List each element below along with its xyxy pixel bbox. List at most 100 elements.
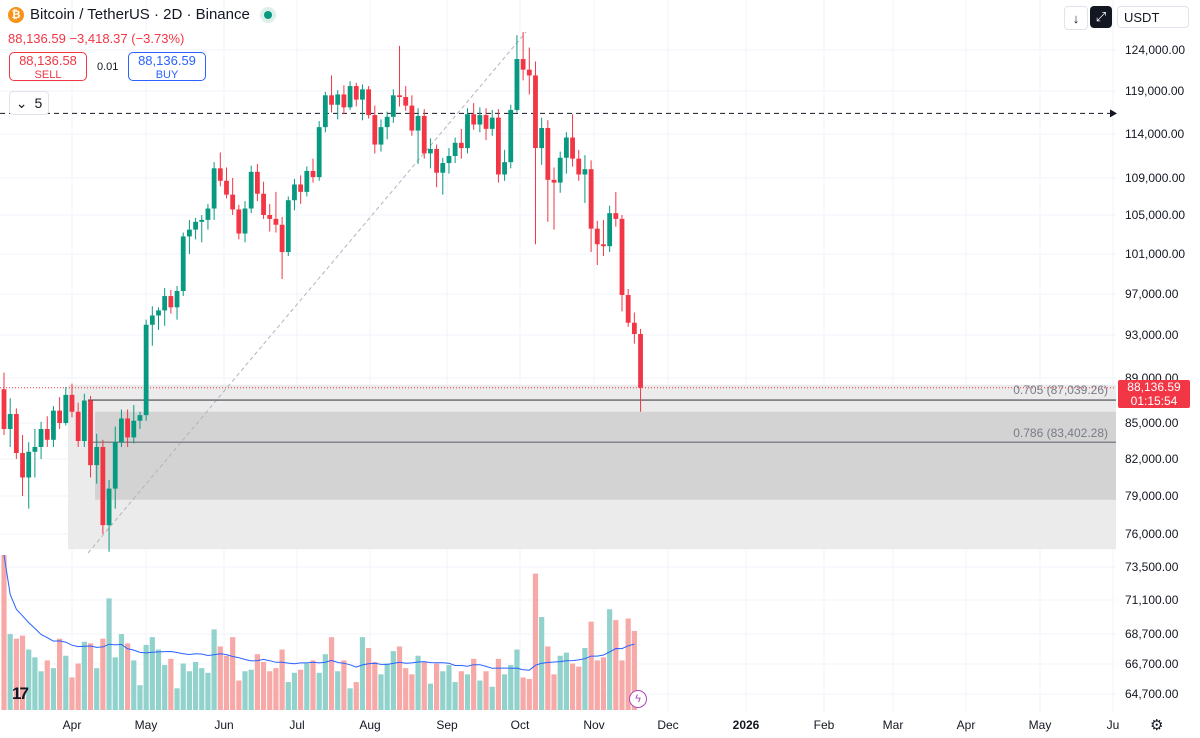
- candle-body: [81, 400, 87, 441]
- candle-body: [100, 447, 106, 526]
- candle: [205, 203, 211, 230]
- candle-body: [341, 94, 347, 108]
- candle: [613, 191, 619, 227]
- candle-body: [477, 115, 483, 125]
- y-tick-label: 68,700.00: [1125, 627, 1179, 641]
- candle-body: [458, 142, 464, 149]
- candle: [242, 201, 248, 243]
- download-button[interactable]: ↓: [1064, 6, 1088, 30]
- candle: [236, 204, 242, 240]
- candle: [156, 307, 161, 330]
- candle-body: [180, 236, 186, 291]
- candle: [187, 219, 192, 254]
- y-axis: 124,000.00 119,000.00 114,000.00 109,000.00…: [1125, 43, 1185, 701]
- candle-body: [489, 117, 495, 129]
- candle-body: [298, 184, 304, 192]
- volume-bar: [192, 661, 199, 710]
- candle: [180, 232, 186, 297]
- volume-bar: [211, 629, 217, 710]
- candle-body: [69, 394, 75, 412]
- candle-body: [483, 115, 489, 129]
- volume-bar: [248, 669, 254, 710]
- volume-bar: [118, 634, 125, 710]
- candle-body: [576, 158, 582, 175]
- candle: [211, 162, 217, 220]
- lightning-icon[interactable]: ϟ: [629, 690, 647, 708]
- candle: [594, 220, 600, 265]
- volume-bar: [38, 671, 44, 710]
- candle-body: [335, 94, 341, 105]
- volume-bar: [44, 660, 50, 710]
- candle: [199, 215, 205, 243]
- candle: [94, 433, 100, 484]
- buy-button[interactable]: 88,136.59 BUY: [128, 52, 206, 81]
- y-tick-label: 76,000.00: [1125, 527, 1179, 541]
- candle: [51, 406, 56, 447]
- candle-body: [446, 156, 452, 164]
- volume-bar: [341, 660, 347, 710]
- currency-select[interactable]: USDT: [1117, 6, 1189, 28]
- candle: [279, 216, 285, 279]
- x-tick-label: Ju: [1107, 718, 1120, 732]
- volume-bar: [366, 648, 372, 710]
- volume-bar: [304, 663, 310, 710]
- x-tick-label: Nov: [583, 718, 604, 732]
- volume-bar: [81, 641, 87, 710]
- candle-body: [242, 208, 248, 234]
- candle: [341, 85, 347, 115]
- gear-icon[interactable]: ⚙: [1150, 717, 1164, 734]
- volume-bar: [409, 674, 415, 710]
- candle: [353, 82, 359, 107]
- sell-button[interactable]: 88,136.58 SELL: [9, 52, 87, 81]
- volume-bar: [532, 573, 539, 710]
- candle-body: [601, 244, 606, 247]
- candle: [329, 75, 334, 113]
- candle-body: [619, 218, 625, 296]
- candle: [390, 89, 396, 123]
- candle: [119, 409, 124, 447]
- spread-value: 0.01: [97, 61, 119, 73]
- candle-body: [279, 224, 285, 253]
- volume-bar: [489, 686, 495, 710]
- volume-bar: [273, 668, 279, 710]
- candle-body: [304, 170, 310, 192]
- candle: [477, 107, 483, 133]
- volume-bar: [347, 688, 353, 710]
- candle-body: [199, 219, 205, 222]
- fib-label-0786: 0.786 (83,402.28): [1013, 426, 1108, 440]
- volume-bar: [1, 555, 7, 710]
- y-tick-label: 64,700.00: [1125, 687, 1179, 701]
- candle: [174, 286, 180, 320]
- candle-body: [421, 115, 427, 154]
- candle: [131, 405, 137, 444]
- candle: [230, 178, 236, 215]
- fullscreen-button[interactable]: ⤢: [1090, 6, 1112, 28]
- candle-body: [533, 75, 538, 149]
- candle: [378, 119, 384, 152]
- volume-bar: [75, 663, 81, 710]
- candle: [446, 148, 452, 174]
- volume-bar: [452, 682, 458, 710]
- candle: [458, 128, 464, 159]
- candle-body: [452, 142, 458, 156]
- fib-label-0705: 0.705 (87,039.26): [1013, 383, 1108, 397]
- volume-bar: [471, 658, 477, 710]
- volume-bar: [100, 638, 106, 710]
- volume-bar: [434, 663, 440, 710]
- y-tick-label: 93,000.00: [1125, 328, 1179, 342]
- candle-body: [471, 114, 477, 125]
- candle-body: [502, 162, 507, 175]
- volume-bar: [186, 671, 192, 710]
- volume-bar: [403, 668, 409, 710]
- candle-body: [51, 410, 56, 440]
- symbol-title[interactable]: Bitcoin / TetherUS · 2D · Binance: [30, 6, 250, 23]
- volume-bar: [162, 665, 168, 710]
- y-tick-label: 82,000.00: [1125, 452, 1179, 466]
- candle-body: [106, 488, 112, 526]
- indicators-collapse-button[interactable]: ⌄ 5: [9, 91, 49, 115]
- candle-body: [310, 170, 316, 178]
- candle-body: [384, 116, 390, 128]
- candle-body: [88, 400, 93, 466]
- candle-body: [143, 324, 149, 416]
